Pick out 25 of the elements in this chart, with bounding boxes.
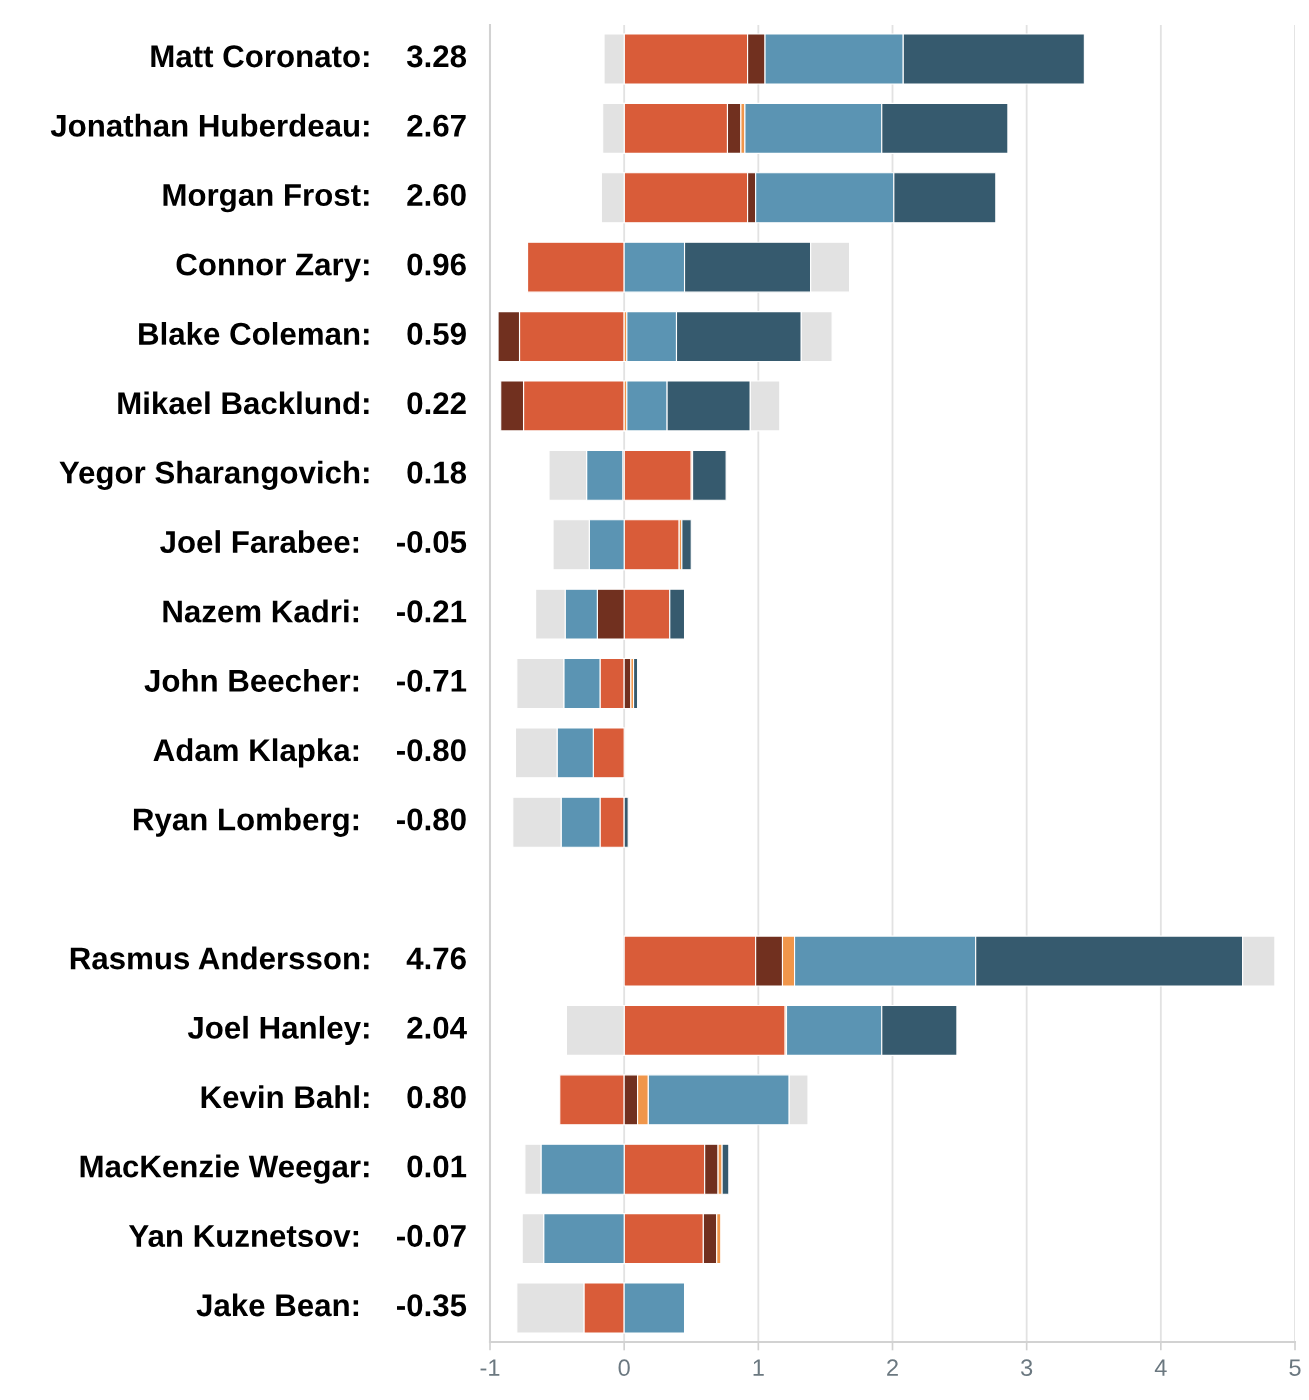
y-tick-label: Kevin Bahl: 0.80 (201, 1085, 466, 1109)
y-tick-label: Joel Hanley: 2.04 (187, 1015, 467, 1046)
x-tick-label: 3 (1021, 1359, 1033, 1377)
y-tick-label: Ryan Lomberg: -0.80 (133, 807, 466, 837)
y-tick-label: Yegor Sharangovich: 0.18 (59, 460, 467, 490)
y-tick-label: Adam Klapka: -0.80 (153, 738, 466, 768)
x-tick-label: -1 (480, 1359, 500, 1376)
y-tick-label: Nazem Kadri: -0.21 (163, 599, 467, 623)
y-tick-label: Connor Zary: 0.96 (176, 253, 466, 282)
x-tick-label: 4 (1154, 1359, 1167, 1376)
y-tick-label: Jonathan Huberdeau: 2.67 (50, 113, 466, 137)
x-tick-label: 1 (753, 1359, 764, 1376)
y-tick-label: Rasmus Andersson: 4.76 (70, 946, 466, 970)
y-tick-label: Joel Farabee: -0.05 (160, 530, 467, 554)
y-tick-label: Morgan Frost: 2.60 (163, 183, 466, 213)
y-tick-label: John Beecher: -0.71 (144, 668, 467, 692)
y-tick-label: Yan Kuznetsov: -0.07 (128, 1224, 466, 1247)
x-tick-label: 0 (618, 1359, 630, 1377)
y-tick-label: Jake Bean: -0.35 (196, 1293, 467, 1317)
y-tick-label: Mikael Backlund: 0.22 (118, 391, 466, 415)
x-tick-label: 2 (887, 1359, 898, 1376)
y-tick-label: MacKenzie Weegar: 0.01 (80, 1154, 467, 1184)
y-tick-label: Blake Coleman: 0.59 (139, 321, 466, 345)
y-tick-label: Matt Coronato: 3.28 (151, 45, 467, 68)
x-tick-label: 5 (1289, 1359, 1301, 1377)
